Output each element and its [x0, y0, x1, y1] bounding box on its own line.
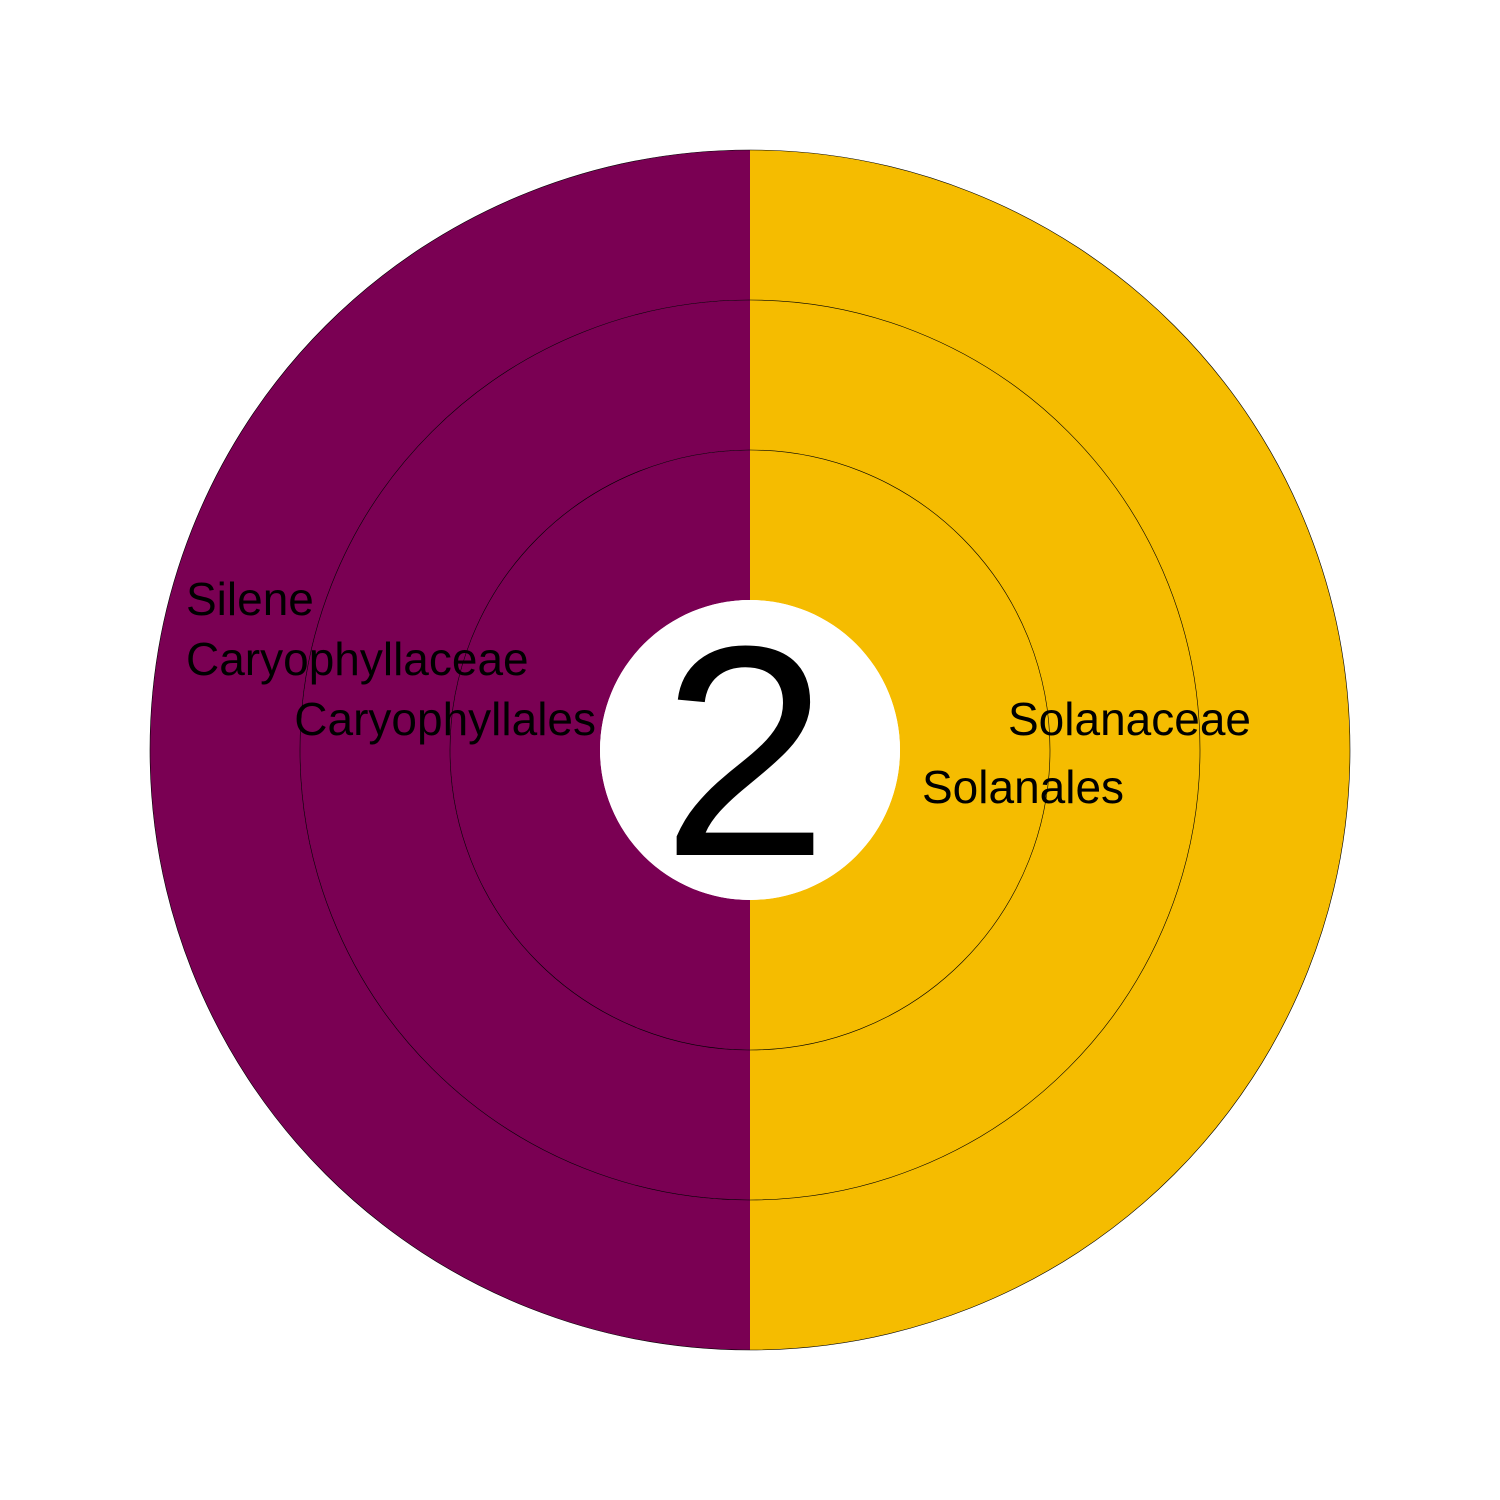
center-count-label: 2	[662, 583, 829, 919]
label-silene: Silene	[186, 573, 314, 625]
wedge-ring1-caryophyllaceae	[300, 300, 750, 1200]
ring-boundary-2	[299, 299, 1201, 1201]
label-caryophyllales: Caryophyllales	[294, 693, 596, 745]
label-solanales: Solanales	[922, 761, 1124, 813]
label-caryophyllaceae: Caryophyllaceae	[186, 633, 529, 685]
ring-boundary-layer	[149, 149, 1351, 1351]
center-hole	[600, 600, 900, 900]
wedge-ring1-solanaceae	[750, 300, 1200, 1200]
ring-boundary-3	[149, 149, 1351, 1351]
label-solanaceae: Solanaceae	[1008, 693, 1251, 745]
wedge-ring2-silene	[150, 150, 750, 1350]
wedge-ring2-unlabeled	[750, 150, 1350, 1350]
ring-boundary-1	[449, 449, 1051, 1051]
